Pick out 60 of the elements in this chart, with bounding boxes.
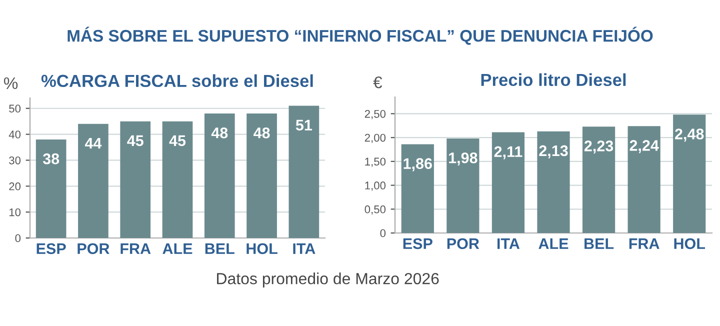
- bar: [582, 126, 616, 233]
- y-tick-label: 2,00: [364, 134, 386, 144]
- bar: [288, 106, 320, 238]
- bar: [492, 132, 525, 233]
- bar: [162, 121, 193, 238]
- x-tick-label: FRA: [120, 243, 151, 254]
- y-tick-label: 20: [9, 182, 21, 190]
- x-tick-label: POR: [78, 243, 110, 254]
- data-label: 2,13: [539, 145, 568, 158]
- y-tick-label: 30: [9, 156, 21, 164]
- bar: [246, 114, 277, 238]
- data-label: 45: [127, 135, 144, 146]
- data-label: 2,11: [494, 146, 522, 160]
- y-tick-label: 10: [9, 208, 21, 216]
- data-label: 38: [42, 153, 60, 164]
- data-label: 2,23: [584, 140, 614, 154]
- x-tick-label: HOL: [674, 238, 706, 250]
- y-tick-label: 40: [8, 130, 21, 138]
- y-axis-title: %: [4, 77, 18, 90]
- x-tick-label: BEL: [584, 238, 614, 249]
- x-tick-label: ESP: [36, 243, 66, 254]
- bar: [628, 126, 660, 233]
- text: Datos promedio de Marzo 2026: [217, 272, 439, 288]
- text: MÁS SOBRE EL SUPUESTO “INFIERNO FISCAL” QUE DENUNCIA FEIJÓO: [68, 26, 653, 45]
- data-label: 48: [254, 127, 270, 138]
- x-tick-label: ALE: [538, 238, 568, 249]
- y-tick-label: 0: [15, 234, 21, 242]
- bar: [78, 124, 108, 238]
- y-tick-label: 1,50: [365, 158, 386, 167]
- x-tick-label: ALE: [162, 243, 192, 254]
- bar: [120, 121, 151, 238]
- x-tick-label: ESP: [403, 238, 432, 250]
- y-axis-title: €: [373, 76, 382, 88]
- x-tick-label: ITA: [497, 238, 520, 249]
- bar: [401, 144, 434, 233]
- chart-title: %CARGA FISCAL sobre el Diesel: [41, 74, 313, 88]
- data-label: 2,48: [675, 128, 704, 142]
- y-tick-label: 2,50: [364, 110, 386, 120]
- y-tick-label: 1,00: [365, 182, 386, 191]
- bar: [673, 114, 706, 233]
- y-tick-label: 0,50: [364, 205, 386, 215]
- data-label: 48: [211, 127, 228, 138]
- x-tick-label: ITA: [293, 243, 316, 254]
- bar: [537, 131, 570, 233]
- data-label: 2,24: [630, 140, 659, 154]
- bar: [446, 138, 480, 233]
- y-tick-label: 0: [380, 229, 386, 238]
- data-label: 44: [84, 138, 102, 149]
- bar: [204, 114, 235, 238]
- x-tick-label: HOL: [246, 243, 278, 254]
- data-label: 51: [296, 120, 312, 131]
- x-tick-label: POR: [447, 238, 480, 250]
- chart-title: Precio litro Diesel: [481, 73, 626, 86]
- data-label: 1,98: [449, 152, 478, 166]
- y-tick-label: 50: [9, 104, 21, 113]
- data-label: 1,86: [404, 158, 432, 172]
- x-tick-label: FRA: [629, 238, 660, 249]
- bar: [36, 139, 66, 238]
- data-label: 45: [169, 135, 186, 146]
- x-tick-label: BEL: [205, 243, 234, 254]
